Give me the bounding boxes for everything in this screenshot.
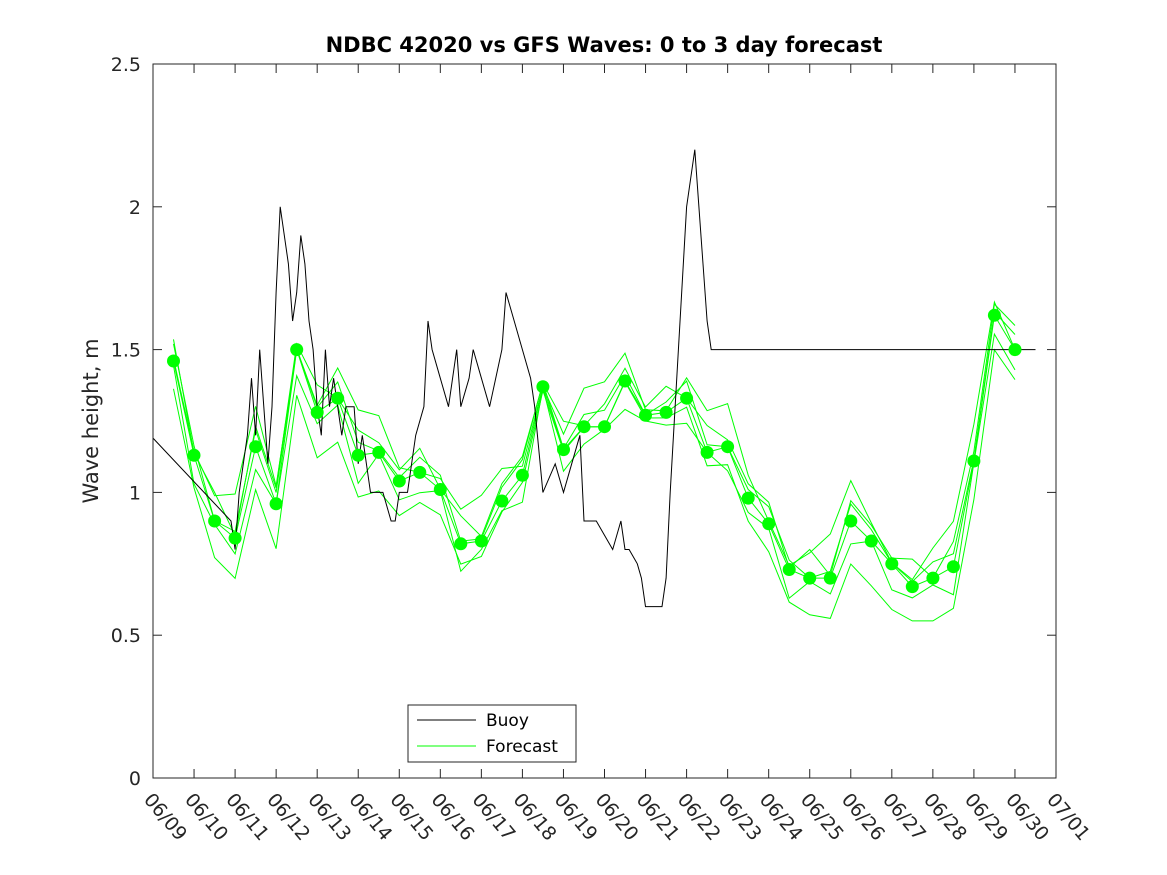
forecast-point [474, 534, 488, 548]
forecast-point [700, 445, 714, 459]
forecast-point [639, 408, 652, 422]
forecast-point [208, 514, 222, 528]
forecast-point [187, 448, 201, 462]
x-tick-label: 06/24 [755, 789, 807, 845]
x-tick-label: 06/30 [1001, 789, 1053, 845]
x-tick-label: 06/26 [837, 789, 889, 845]
forecast-point [1008, 343, 1022, 357]
forecast-series-line-2 [173, 303, 1016, 579]
forecast-point [946, 560, 960, 574]
chart-title: NDBC 42020 vs GFS Waves: 0 to 3 day fore… [326, 33, 883, 57]
y-tick-label: 0.5 [111, 625, 141, 647]
y-axis-label: Wave height, m [79, 338, 103, 503]
forecast-point [967, 454, 981, 468]
x-tick-label: 06/14 [344, 789, 396, 845]
x-tick-label: 06/25 [796, 789, 848, 845]
forecast-point [823, 571, 837, 585]
forecast-point [249, 440, 263, 454]
forecast-point [372, 445, 386, 459]
y-tick-label: 2.5 [111, 54, 141, 76]
forecast-point [864, 534, 878, 548]
forecast-point [905, 580, 919, 594]
forecast-point [167, 354, 180, 368]
legend-forecast-label: Forecast [486, 737, 558, 757]
forecast-point [659, 405, 673, 419]
forecast-markers [167, 308, 1022, 594]
forecast-series-line-6 [173, 310, 1016, 583]
forecast-point [454, 537, 468, 551]
y-tick-label: 0 [129, 768, 141, 790]
forecast-point [290, 343, 304, 357]
x-tick-label: 06/15 [385, 789, 437, 845]
x-tick-label: 06/11 [221, 789, 273, 845]
x-tick-label: 07/01 [1042, 789, 1094, 845]
forecast-point [413, 465, 427, 479]
x-tick-label: 06/20 [591, 789, 643, 845]
forecast-point [803, 571, 817, 585]
x-tick-label: 06/10 [180, 789, 232, 845]
forecast-point [680, 391, 694, 405]
x-tick-label: 06/21 [632, 789, 684, 845]
forecast-point [515, 468, 529, 482]
forecast-point [536, 380, 550, 394]
forecast-point [987, 308, 1001, 322]
x-tick-label: 06/18 [509, 789, 561, 845]
forecast-point [310, 405, 324, 419]
x-tick-label: 06/09 [139, 789, 191, 845]
forecast-series-line-5 [173, 348, 1016, 622]
forecast-point [351, 448, 365, 462]
y-tick-label: 2 [129, 197, 141, 219]
x-tick-label: 06/28 [919, 789, 971, 845]
forecast-series-line-4 [173, 300, 1016, 581]
x-tick-label: 06/27 [878, 789, 930, 845]
forecast-point [557, 443, 570, 457]
forecast-point [392, 474, 406, 488]
legend-box [407, 704, 577, 763]
y-tick-label: 1.5 [111, 340, 141, 362]
forecast-point [844, 514, 858, 528]
y-tick-label: 1 [129, 482, 141, 504]
forecast-point [926, 571, 940, 585]
x-tick-label: 06/29 [960, 789, 1012, 845]
x-tick-label: 06/22 [673, 789, 725, 845]
forecast-point [598, 420, 611, 434]
forecast-point [741, 491, 755, 505]
forecast-point [577, 420, 591, 434]
x-tick-label: 06/16 [426, 789, 478, 845]
forecast-point [721, 440, 735, 454]
x-tick-label: 06/13 [303, 789, 355, 845]
forecast-point [495, 494, 509, 508]
forecast-point [782, 563, 796, 576]
forecast-point [228, 531, 242, 545]
forecast-point [762, 517, 776, 531]
x-tick-label: 06/19 [550, 789, 602, 845]
x-tick-label: 06/12 [262, 789, 314, 845]
forecast-point [885, 557, 899, 571]
forecast-point [331, 391, 345, 405]
legend-buoy-label: Buoy [486, 711, 529, 731]
legend: Buoy Forecast [407, 704, 577, 763]
forecast-point [618, 374, 632, 388]
forecast-point [433, 483, 447, 496]
forecast-point [269, 497, 283, 511]
x-tick-label: 06/23 [714, 789, 766, 845]
x-tick-label: 06/17 [468, 789, 520, 845]
